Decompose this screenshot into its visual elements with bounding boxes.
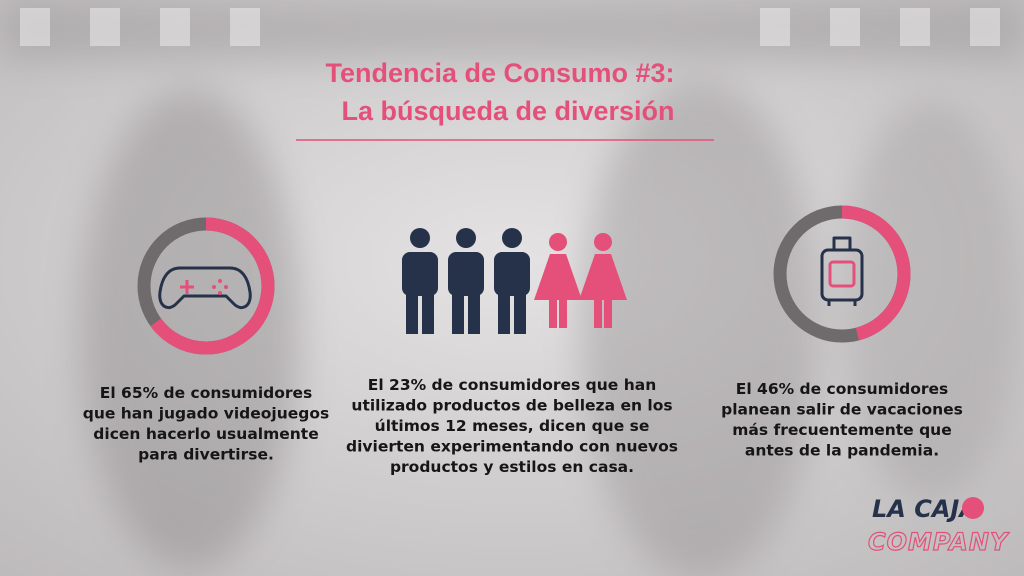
stat-text-line: más frecuentemente que [732, 421, 951, 439]
donuts [137, 205, 911, 355]
gamepad-icon [158, 266, 252, 309]
stat-text-line: El 65% de consumidores [100, 384, 313, 402]
logo-mark [962, 497, 984, 519]
stat-text-line: utilizado productos de belleza en los [351, 397, 672, 415]
stat-text-line: El 46% de consumidores [736, 380, 949, 398]
suitcase-icon [820, 236, 864, 306]
stat-text-line: productos y estilos en casa. [390, 458, 634, 476]
title-line: Tendencia de Consumo #3: [325, 58, 674, 88]
logo-bottom: COMPANY [868, 528, 1010, 556]
stat-text-line: planean salir de vacaciones [721, 401, 963, 419]
title-line: La búsqueda de diversión [341, 96, 674, 126]
man-icon [402, 228, 438, 334]
stat-text-line: para divertirse. [138, 446, 274, 464]
man-icon [448, 228, 484, 334]
awning-stripes [20, 8, 1000, 46]
man-icon [494, 228, 530, 334]
stat-text-line: que han jugado videojuegos [83, 405, 330, 423]
people-icons [402, 228, 627, 334]
logo-top: LA CAJA [872, 495, 978, 523]
stat-texts: El 65% de consumidores que han jugado vid… [83, 376, 963, 476]
donut-arc [137, 217, 275, 355]
woman-icon [534, 233, 582, 328]
woman-icon [579, 233, 627, 328]
donut-arc [773, 205, 911, 343]
stat-text-line: dicen hacerlo usualmente [93, 425, 318, 443]
stat-text-line: divierten experimentando con nuevos [346, 438, 678, 456]
stat-text-line: El 23% de consumidores que han [368, 376, 656, 394]
stat-text-line: últimos 12 meses, dicen que se [375, 417, 650, 435]
stat-text-line: antes de la pandemia. [745, 442, 939, 460]
